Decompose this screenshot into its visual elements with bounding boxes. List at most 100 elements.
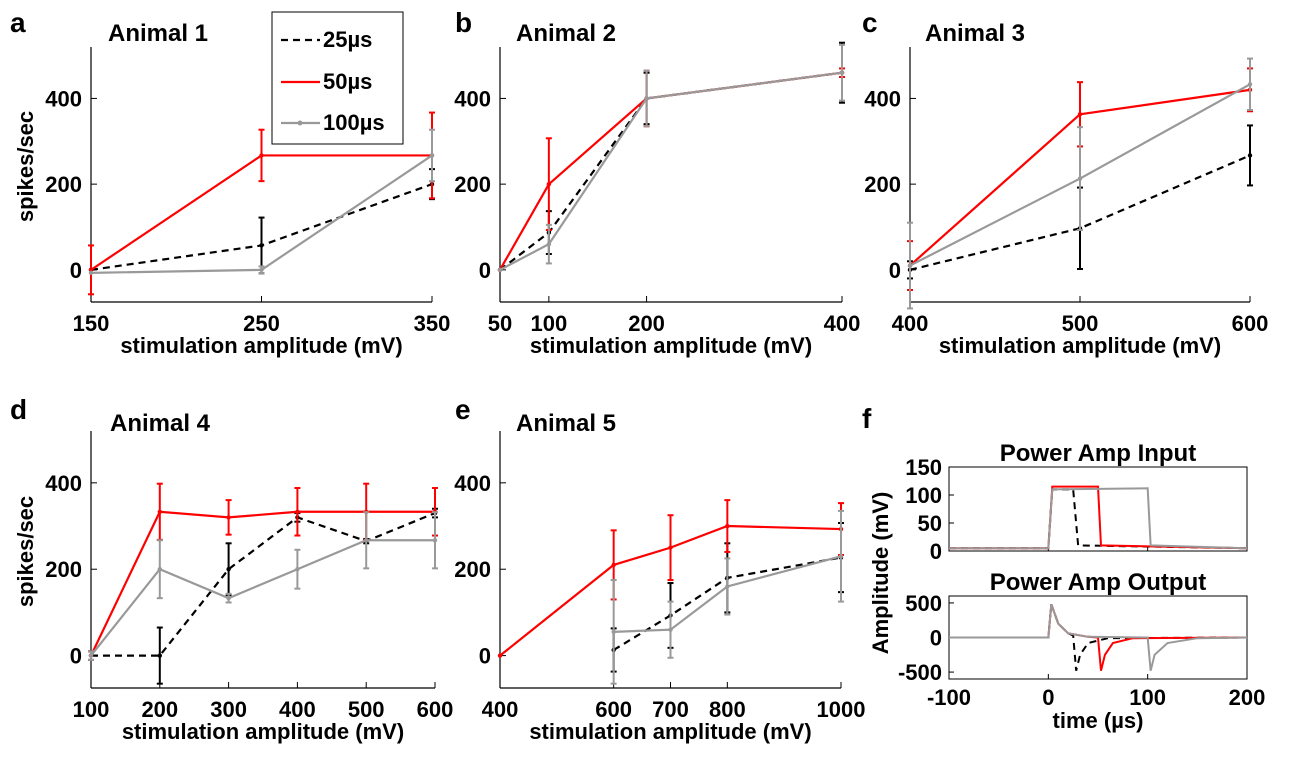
series-25µs xyxy=(497,41,845,273)
x-tick-label: 400 xyxy=(482,697,519,722)
panel-title: Animal 2 xyxy=(516,20,616,47)
x-tick-label: 150 xyxy=(73,311,110,336)
x-tick-label: 250 xyxy=(243,311,280,336)
x-tick-label: 100 xyxy=(73,697,110,722)
panel-a: 0 200 400 150 250 350 a Animal 1 stimulation amp… xyxy=(10,7,450,358)
y-tick-label: 200 xyxy=(454,557,491,582)
x-tick-label: 400 xyxy=(279,697,316,722)
y-axis-label: Amplitude (mV) xyxy=(868,492,893,655)
panel-title: Animal 3 xyxy=(925,20,1025,47)
y-axis-label: spikes/sec xyxy=(13,111,38,222)
series-line-100µs xyxy=(949,487,1248,550)
data-point xyxy=(907,263,913,268)
data-point xyxy=(295,509,300,514)
data-point xyxy=(1077,112,1083,117)
y-tick-label: 500 xyxy=(905,591,942,616)
series-100µs xyxy=(88,128,435,276)
y-tick-label: 200 xyxy=(454,172,491,197)
panel-c: 0 200 400 400 500 600 c Animal 3 stimulation amp… xyxy=(862,7,1268,358)
series-line xyxy=(613,556,842,651)
panel-label: f xyxy=(862,403,872,434)
x-axis-label: stimulation amplitude (mV) xyxy=(529,719,811,744)
data-point xyxy=(259,153,264,158)
data-point xyxy=(668,627,673,632)
subplot-title: Power Amp Output xyxy=(990,569,1206,596)
x-tick-label: 350 xyxy=(414,311,451,336)
data-point xyxy=(1247,153,1253,158)
y-tick-label: 0 xyxy=(70,644,82,669)
data-point xyxy=(157,509,162,514)
x-tick-label: 0 xyxy=(1042,685,1054,710)
y-tick-label: 200 xyxy=(864,172,901,197)
x-tick-label: 500 xyxy=(1062,311,1099,336)
x-axis-label: stimulation amplitude (mV) xyxy=(122,719,404,744)
series-line xyxy=(499,71,843,271)
data-point xyxy=(839,70,845,75)
series-50µs xyxy=(88,482,438,661)
data-point xyxy=(259,243,264,248)
x-tick-label: 100 xyxy=(1129,685,1166,710)
y-tick-label: 200 xyxy=(45,172,82,197)
y-tick-label: -500 xyxy=(898,660,942,685)
data-point xyxy=(88,270,94,276)
subplot-0: Power Amp Input 0 50 100 150 xyxy=(905,440,1248,564)
panel-label: c xyxy=(862,7,878,38)
data-point xyxy=(546,181,552,187)
data-point xyxy=(668,545,673,550)
x-tick-label: 600 xyxy=(1232,311,1269,336)
y-tick-label: 0 xyxy=(479,644,491,669)
x-tick-label: 200 xyxy=(628,311,665,336)
x-tick-label: 1000 xyxy=(817,697,866,722)
x-tick-label: -100 xyxy=(927,685,971,710)
y-tick-label: 0 xyxy=(930,539,942,564)
y-tick-label: 200 xyxy=(45,557,82,582)
series-line-100µs xyxy=(949,603,1248,671)
data-point xyxy=(611,629,616,635)
data-point xyxy=(432,538,438,543)
panel-b: 0 200 400 50 100 200 400 b Animal 2 stimulation a… xyxy=(454,7,860,358)
series-100µs xyxy=(88,511,438,661)
data-point xyxy=(1077,176,1083,181)
data-point xyxy=(259,267,264,273)
panel-f: f Power Amp Input 0 50 100 150 Power Amp Outpu… xyxy=(862,403,1265,733)
panel-label: a xyxy=(10,7,26,38)
series-line xyxy=(90,539,435,657)
data-point xyxy=(364,538,369,543)
series-100µs xyxy=(907,57,1253,310)
y-tick-label: 100 xyxy=(905,483,942,508)
data-point xyxy=(157,567,162,572)
legend-label: 100µs xyxy=(323,110,385,135)
data-point xyxy=(226,515,231,520)
data-point xyxy=(725,584,730,589)
legend-marker xyxy=(297,120,303,126)
panel-e: 0 200 400 400 600 700 800 1000 e Animal 5 stimulat… xyxy=(454,394,865,744)
legend-label: 50µs xyxy=(323,69,372,94)
x-tick-label: 400 xyxy=(892,311,929,336)
x-tick-label: 800 xyxy=(709,697,746,722)
x-tick-label: 700 xyxy=(652,697,689,722)
series-100µs xyxy=(497,43,845,273)
x-tick-label: 100 xyxy=(530,311,567,336)
data-point xyxy=(295,567,300,572)
series-100µs xyxy=(610,509,844,685)
data-point xyxy=(644,96,649,101)
data-point xyxy=(838,554,844,559)
x-tick-label: 400 xyxy=(824,311,861,336)
data-point xyxy=(226,595,231,601)
data-point xyxy=(546,241,552,247)
x-tick-label: 600 xyxy=(417,697,454,722)
subplot-frame xyxy=(948,466,1248,552)
panel-title: Animal 4 xyxy=(110,410,211,437)
data-point xyxy=(497,267,503,273)
data-point xyxy=(497,653,503,658)
data-point xyxy=(226,567,231,572)
y-tick-label: 0 xyxy=(70,258,82,283)
y-tick-label: 400 xyxy=(454,471,491,496)
subplot-1: Power Amp Output -500 0 500 xyxy=(898,569,1248,685)
y-tick-label: 150 xyxy=(905,455,942,480)
panel-label: e xyxy=(455,394,471,425)
y-axis-label: spikes/sec xyxy=(13,496,38,607)
y-tick-label: 0 xyxy=(930,626,942,651)
x-tick-label: 500 xyxy=(348,697,385,722)
